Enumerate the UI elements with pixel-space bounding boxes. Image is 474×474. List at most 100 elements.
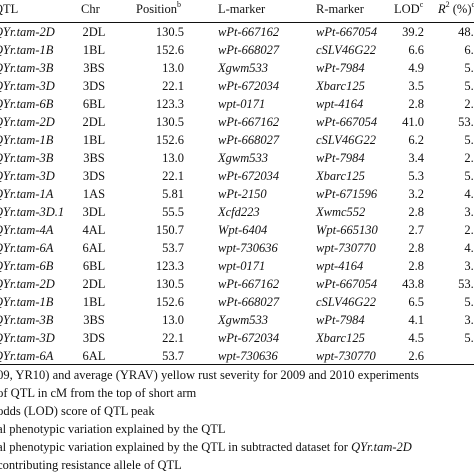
cell-r2: 48.9 bbox=[458, 25, 474, 39]
cell-r2: 5.4 bbox=[464, 79, 474, 93]
footnote: 09, YR10) and average (YRAV) yellow rust… bbox=[0, 368, 419, 383]
cell-rmarker: wPt-671596 bbox=[316, 187, 378, 201]
cell-r2: 2.4 bbox=[464, 97, 474, 111]
cell-position: 13.0 bbox=[162, 61, 184, 75]
cell-rmarker: wPt-7984 bbox=[316, 151, 365, 165]
cell-qtl: QYr.tam-1B bbox=[0, 43, 54, 57]
cell-lmarker: wPt-672034 bbox=[218, 169, 280, 183]
cell-qtl: QYr.tam-3D.1 bbox=[0, 205, 65, 219]
bottom-rule bbox=[0, 364, 474, 365]
cell-chr: 3DS bbox=[82, 79, 106, 93]
header-r2: R2 (%)d bbox=[438, 0, 474, 16]
cell-qtl: QYr.tam-2D bbox=[0, 115, 55, 129]
footnote-text: odds (LOD) score of QTL peak bbox=[0, 404, 155, 418]
cell-qtl: QYr.tam-3D bbox=[0, 169, 55, 183]
cell-lmarker: wPt-672034 bbox=[218, 79, 280, 93]
cell-rmarker: wpt-730770 bbox=[316, 241, 376, 255]
cell-chr: 2DL bbox=[82, 25, 106, 39]
cell-chr: 1BL bbox=[82, 43, 106, 57]
cell-rmarker: wpt-4164 bbox=[316, 259, 364, 273]
header-chr: Chr bbox=[81, 2, 100, 16]
cell-rmarker: Xbarc125 bbox=[316, 169, 365, 183]
cell-qtl: QYr.tam-3D bbox=[0, 331, 55, 345]
cell-lmarker: wPt-668027 bbox=[218, 43, 280, 57]
cell-lmarker: wpt-0171 bbox=[218, 97, 266, 111]
cell-position: 130.5 bbox=[155, 115, 184, 129]
cell-rmarker: wPt-667054 bbox=[316, 25, 378, 39]
cell-lod: 41.0 bbox=[402, 115, 424, 129]
footnote-italic: QYr.tam-2D bbox=[351, 440, 412, 454]
cell-lmarker: wPt-667162 bbox=[218, 277, 280, 291]
cell-chr: 1BL bbox=[82, 295, 106, 309]
cell-position: 130.5 bbox=[155, 277, 184, 291]
cell-lmarker: wPt-672034 bbox=[218, 331, 280, 345]
cell-lod: 2.8 bbox=[408, 259, 424, 273]
cell-position: 152.6 bbox=[155, 133, 184, 147]
cell-position: 5.81 bbox=[162, 187, 184, 201]
cell-chr: 1AS bbox=[82, 187, 106, 201]
footnote-text: al phenotypic variation explained by the… bbox=[0, 440, 352, 454]
cell-lod: 3.2 bbox=[408, 187, 424, 201]
cell-rmarker: cSLV46G22 bbox=[316, 295, 376, 309]
cell-position: 53.7 bbox=[162, 241, 184, 255]
cell-chr: 3DS bbox=[82, 331, 106, 345]
cell-position: 22.1 bbox=[162, 169, 184, 183]
cell-r2: 3.3 bbox=[464, 313, 474, 327]
cell-lmarker: wPt-668027 bbox=[218, 133, 280, 147]
footnote: al phenotypic variation explained by the… bbox=[0, 422, 226, 437]
cell-chr: 6BL bbox=[82, 259, 106, 273]
cell-qtl: QYr.tam-3B bbox=[0, 313, 54, 327]
cell-qtl: QYr.tam-3B bbox=[0, 151, 54, 165]
cell-rmarker: wPt-667054 bbox=[316, 115, 378, 129]
cell-qtl: QYr.tam-6B bbox=[0, 97, 54, 111]
cell-rmarker: Xbarc125 bbox=[316, 79, 365, 93]
cell-r2: 2.8 bbox=[464, 223, 474, 237]
cell-chr: 4AL bbox=[82, 223, 106, 237]
cell-qtl: QYr.tam-2D bbox=[0, 277, 55, 291]
cell-position: 55.5 bbox=[162, 205, 184, 219]
cell-chr: 2DL bbox=[82, 277, 106, 291]
cell-position: 13.0 bbox=[162, 151, 184, 165]
cell-lmarker: wpt-0171 bbox=[218, 259, 266, 273]
cell-chr: 3DS bbox=[82, 169, 106, 183]
cell-rmarker: wPt-7984 bbox=[316, 61, 365, 75]
cell-r2: 2.6 bbox=[464, 151, 474, 165]
cell-qtl: QYr.tam-6A bbox=[0, 349, 54, 363]
cell-lod: 2.7 bbox=[408, 223, 424, 237]
cell-rmarker: wPt-7984 bbox=[316, 313, 365, 327]
footnote-text: of QTL in cM from the top of short arm bbox=[0, 386, 197, 400]
cell-chr: 3BS bbox=[83, 61, 105, 75]
cell-r2: 53.5 bbox=[458, 277, 474, 291]
cell-qtl: QYr.tam-1B bbox=[0, 133, 54, 147]
cell-lod: 4.5 bbox=[408, 331, 424, 345]
footnote: contributing resistance allele of QTL bbox=[0, 458, 182, 473]
cell-lmarker: wPt-2150 bbox=[218, 187, 267, 201]
footnote-text: 09, YR10) and average (YRAV) yellow rust… bbox=[0, 368, 419, 382]
cell-rmarker: Xwmc552 bbox=[316, 205, 366, 219]
cell-lmarker: wpt-730636 bbox=[218, 241, 278, 255]
cell-rmarker: Wpt-665130 bbox=[316, 223, 378, 237]
cell-rmarker: Xbarc125 bbox=[316, 331, 365, 345]
cell-rmarker: cSLV46G22 bbox=[316, 133, 376, 147]
cell-lmarker: wPt-668027 bbox=[218, 295, 280, 309]
cell-qtl: QYr.tam-2D bbox=[0, 25, 55, 39]
cell-lod: 6.5 bbox=[408, 295, 424, 309]
cell-lod: 43.8 bbox=[402, 277, 424, 291]
cell-chr: 6AL bbox=[82, 241, 106, 255]
cell-chr: 3BS bbox=[83, 151, 105, 165]
cell-position: 150.7 bbox=[155, 223, 184, 237]
cell-lod: 5.3 bbox=[408, 169, 424, 183]
header-rmarker: R-marker bbox=[316, 2, 364, 16]
cell-lod: 6.6 bbox=[408, 43, 424, 57]
cell-lmarker: wPt-667162 bbox=[218, 115, 280, 129]
cell-rmarker: cSLV46G22 bbox=[316, 43, 376, 57]
cell-r2: 6.2 bbox=[464, 43, 474, 57]
footnote: al phenotypic variation explained by the… bbox=[0, 440, 412, 455]
cell-lod: 3.5 bbox=[408, 79, 424, 93]
cell-position: 22.1 bbox=[162, 79, 184, 93]
header-lod: LODc bbox=[394, 0, 424, 16]
header-position: Positionb bbox=[136, 0, 181, 16]
cell-position: 152.6 bbox=[155, 43, 184, 57]
cell-qtl: QYr.tam-3D bbox=[0, 79, 55, 93]
